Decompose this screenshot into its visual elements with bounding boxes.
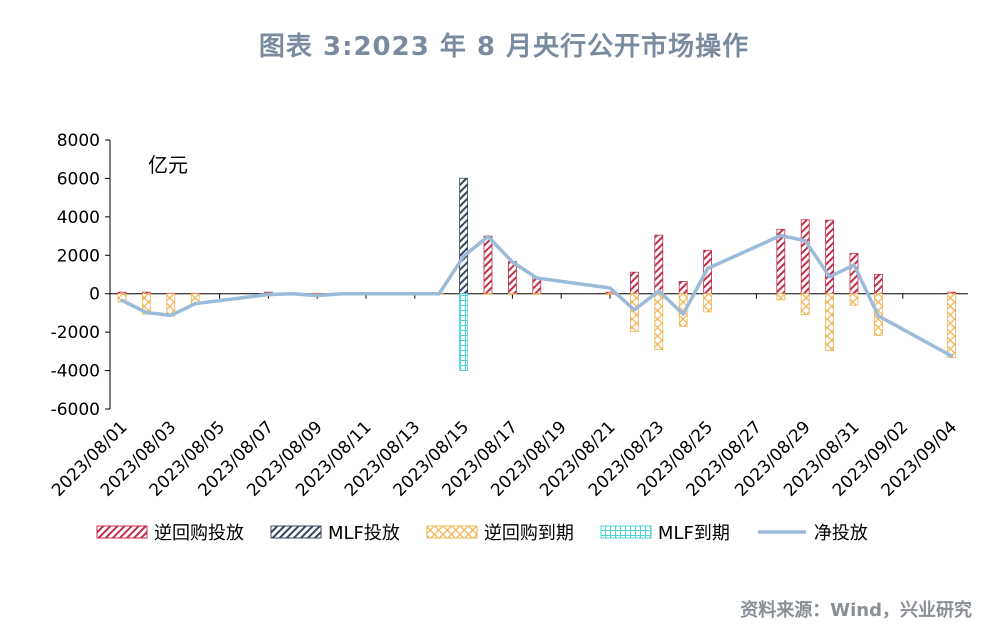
legend-label-mlf-maturity: MLF到期	[657, 523, 730, 544]
bar-reverse-repo-injection	[800, 219, 810, 295]
bar-reverse-repo-maturity	[947, 293, 956, 358]
legend-item-mlf-injection: MLF投放	[270, 519, 400, 545]
legend: 逆回购投放 MLF投放 逆回购到期 MLF到期 净投放	[96, 520, 894, 544]
bar-reverse-repo-maturity	[630, 293, 639, 332]
legend-item-net-injection: 净投放	[756, 519, 868, 545]
bar-reverse-repo-maturity	[800, 293, 810, 316]
bar-reverse-repo-maturity	[507, 293, 517, 295]
legend-swatch-reverse-repo-maturity	[426, 525, 478, 539]
legend-swatch-net-injection	[757, 530, 806, 534]
y-tick-label: -2000	[51, 323, 100, 343]
bar-reverse-repo-maturity	[703, 293, 712, 313]
legend-item-mlf-maturity: MLF到期	[600, 519, 730, 545]
y-tick-label: 0	[89, 285, 100, 305]
bar-reverse-repo-injection	[630, 271, 639, 295]
y-axis: 8000 6000 4000 2000 0 -2000 -4000 -6000	[51, 131, 111, 420]
bar-reverse-repo-maturity	[849, 293, 859, 306]
legend-label-reverse-repo-maturity: 逆回购到期	[483, 523, 574, 544]
bar-mlf-maturity	[459, 293, 469, 371]
y-tick-label: 6000	[57, 169, 100, 189]
bar-reverse-repo-injection	[874, 273, 883, 295]
y-tick-label: 4000	[57, 208, 100, 228]
unit-label: 亿元	[148, 153, 188, 177]
y-tick-label: 2000	[57, 246, 100, 266]
legend-swatch-reverse-repo-injection	[96, 525, 148, 539]
bar-reverse-repo-injection	[654, 234, 664, 295]
net-injection-line-group	[120, 233, 954, 358]
bar-reverse-repo-maturity	[483, 293, 493, 295]
bar-reverse-repo-injection	[507, 261, 517, 295]
legend-swatch-mlf-maturity	[600, 525, 652, 539]
y-tick-label: -4000	[51, 362, 100, 382]
legend-swatch-mlf-injection	[270, 525, 322, 539]
y-tick-label: -6000	[51, 400, 100, 420]
legend-label-mlf-injection: MLF投放	[328, 523, 400, 544]
bar-reverse-repo-maturity	[605, 293, 615, 295]
legend-item-reverse-repo-injection: 逆回购投放	[96, 519, 244, 545]
source-note: 资料来源：Wind，兴业研究	[740, 600, 972, 621]
net-injection-line	[120, 233, 954, 358]
bar-reverse-repo-injection	[825, 219, 834, 295]
bar-reverse-repo-injection	[678, 281, 688, 295]
legend-label-reverse-repo-injection: 逆回购投放	[154, 523, 244, 544]
bar-reverse-repo-maturity	[654, 293, 664, 351]
bars	[117, 177, 956, 371]
y-tick-label: 8000	[57, 131, 100, 151]
bar-reverse-repo-maturity	[776, 293, 786, 301]
bar-reverse-repo-maturity	[532, 293, 542, 295]
bar-reverse-repo-maturity	[825, 293, 834, 351]
legend-label-net-injection: 净投放	[813, 523, 868, 544]
legend-item-reverse-repo-maturity: 逆回购到期	[426, 519, 574, 545]
bar-mlf-injection	[459, 177, 469, 295]
chart-title: 图表 3:2023 年 8 月央行公开市场操作	[258, 32, 750, 62]
bar-reverse-repo-injection	[776, 228, 786, 295]
bar-reverse-repo-injection	[483, 235, 493, 295]
